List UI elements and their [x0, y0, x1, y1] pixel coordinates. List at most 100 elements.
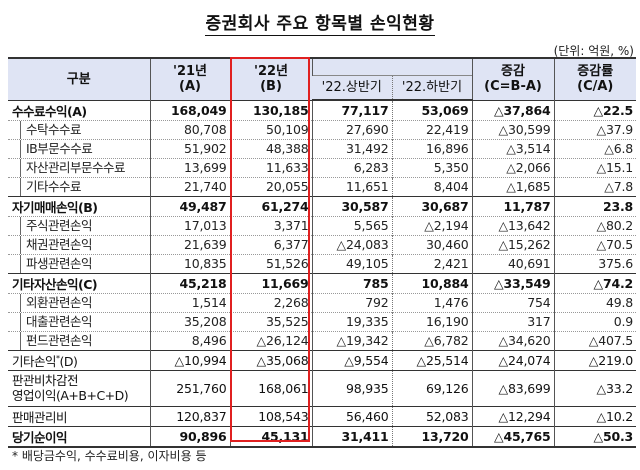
- value-cell: △33,549: [471, 272, 554, 293]
- row-label: 당기순이익: [8, 425, 150, 448]
- value-cell: 6,377: [229, 234, 312, 254]
- row-label: 파생관련손익: [8, 253, 150, 273]
- value-cell: 5,350: [391, 157, 472, 177]
- row-label: 주식관련손익: [8, 215, 150, 235]
- table-row: 기타수수료 21,740 20,055 11,651 8,404 △1,685 △7.8: [8, 176, 636, 196]
- value-cell: △6.8: [553, 138, 636, 158]
- value-cell: 11,651: [311, 176, 392, 196]
- header-change: 증감 (C=B-A): [471, 57, 554, 100]
- row-label: 수탁수수료: [8, 119, 150, 139]
- table-row: 파생관련손익 10,835 51,526 49,105 2,421 40,691 375.6: [8, 253, 636, 273]
- value-cell: △24,083: [311, 234, 392, 254]
- value-cell: △2,066: [471, 157, 554, 177]
- value-cell: △22.5: [553, 99, 636, 120]
- table-row: 판관비차감전 영업이익(A+B+C+D) 251,760 168,061 98,935 6…: [8, 369, 636, 406]
- value-cell: △9,554: [311, 349, 392, 370]
- table-row: 기타자산손익(C) 45,218 11,669 785 10,884 △33,549 △74…: [8, 272, 636, 293]
- table-row: IB부문수수료 51,902 48,388 31,492 16,896 △3,514 △6.…: [8, 138, 636, 158]
- row-label: 자산관리부문수수료: [8, 157, 150, 177]
- row-label: 수수료수익(A): [8, 99, 150, 120]
- row-label: 기타자산손익(C): [8, 272, 150, 293]
- value-cell: 13,699: [149, 157, 230, 177]
- value-cell: △25,514: [391, 349, 472, 370]
- value-cell: 49,105: [311, 253, 392, 273]
- table-row: 주식관련손익 17,013 3,371 5,565 △2,194 △13,642 △80.2: [8, 215, 636, 235]
- value-cell: 30,460: [391, 234, 472, 254]
- value-cell: △83,699: [471, 369, 554, 406]
- value-cell: 48,388: [229, 138, 312, 158]
- value-cell: 90,896: [149, 425, 230, 448]
- value-cell: 16,896: [391, 138, 472, 158]
- value-cell: △3,514: [471, 138, 554, 158]
- value-cell: △80.2: [553, 215, 636, 235]
- value-cell: △7.8: [553, 176, 636, 196]
- value-cell: 23.8: [553, 195, 636, 216]
- value-cell: 21,740: [149, 176, 230, 196]
- value-cell: △37.9: [553, 119, 636, 139]
- value-cell: 375.6: [553, 253, 636, 273]
- value-cell: 2,268: [229, 292, 312, 312]
- value-cell: 56,460: [311, 405, 392, 426]
- value-cell: △33.2: [553, 369, 636, 406]
- header-category: 구분: [8, 57, 150, 100]
- value-cell: 35,208: [149, 311, 230, 331]
- value-cell: △12,294: [471, 405, 554, 426]
- value-cell: 27,690: [311, 119, 392, 139]
- value-cell: △35,068: [229, 349, 312, 370]
- value-cell: 11,633: [229, 157, 312, 177]
- value-cell: △34,620: [471, 330, 554, 350]
- value-cell: 98,935: [311, 369, 392, 406]
- value-cell: △24,074: [471, 349, 554, 370]
- value-cell: 40,691: [471, 253, 554, 273]
- value-cell: △219.0: [553, 349, 636, 370]
- table-row: 대출관련손익 35,208 35,525 19,335 16,190 317 0.9: [8, 311, 636, 331]
- value-cell: 31,411: [311, 425, 392, 448]
- table-row: 채권관련손익 21,639 6,377 △24,083 30,460 △15,262 △70…: [8, 234, 636, 254]
- value-cell: 31,492: [311, 138, 392, 158]
- value-cell: 61,274: [229, 195, 312, 216]
- value-cell: 1,514: [149, 292, 230, 312]
- value-cell: △10,994: [149, 349, 230, 370]
- value-cell: 0.9: [553, 311, 636, 331]
- value-cell: △26,124: [229, 330, 312, 350]
- value-cell: 20,055: [229, 176, 312, 196]
- value-cell: 8,496: [149, 330, 230, 350]
- value-cell: 19,335: [311, 311, 392, 331]
- value-cell: 45,218: [149, 272, 230, 293]
- value-cell: △45,765: [471, 425, 554, 448]
- value-cell: △13,642: [471, 215, 554, 235]
- header-h1: '22.상반기: [312, 74, 392, 101]
- value-cell: 10,884: [391, 272, 472, 293]
- value-cell: 1,476: [391, 292, 472, 312]
- row-label: 기타수수료: [8, 176, 150, 196]
- value-cell: 35,525: [229, 311, 312, 331]
- value-cell: △1,685: [471, 176, 554, 196]
- value-cell: 5,565: [311, 215, 392, 235]
- value-cell: △10.2: [553, 405, 636, 426]
- table-row: 펀드관련손익 8,496 △26,124 △19,342 △6,782 △34,620 △4…: [8, 330, 636, 350]
- value-cell: 16,190: [391, 311, 472, 331]
- value-cell: 10,835: [149, 253, 230, 273]
- value-cell: △6,782: [391, 330, 472, 350]
- value-cell: 130,185: [229, 99, 312, 120]
- value-cell: 52,083: [391, 405, 472, 426]
- value-cell: △50.3: [553, 425, 636, 448]
- value-cell: 11,669: [229, 272, 312, 293]
- value-cell: 45,131: [229, 425, 312, 448]
- header-2021: '21년 (A): [149, 57, 230, 100]
- value-cell: △37,864: [471, 99, 554, 120]
- page-title: 증권회사 주요 항목별 손익현황: [205, 14, 435, 36]
- value-cell: 17,013: [149, 215, 230, 235]
- value-cell: 22,419: [391, 119, 472, 139]
- value-cell: 168,061: [229, 369, 312, 406]
- table-row: 기타손익*(D) △10,994 △35,068 △9,554 △25,514 △24,0…: [8, 349, 636, 370]
- value-cell: 49,487: [149, 195, 230, 216]
- value-cell: △74.2: [553, 272, 636, 293]
- value-cell: 53,069: [391, 99, 472, 120]
- table-row: 수탁수수료 80,708 50,109 27,690 22,419 △30,599 △37.…: [8, 119, 636, 139]
- row-label: 대출관련손익: [8, 311, 150, 331]
- value-cell: 3,371: [229, 215, 312, 235]
- row-label: 기타손익*(D): [8, 349, 150, 370]
- value-cell: 251,760: [149, 369, 230, 406]
- value-cell: 754: [471, 292, 554, 312]
